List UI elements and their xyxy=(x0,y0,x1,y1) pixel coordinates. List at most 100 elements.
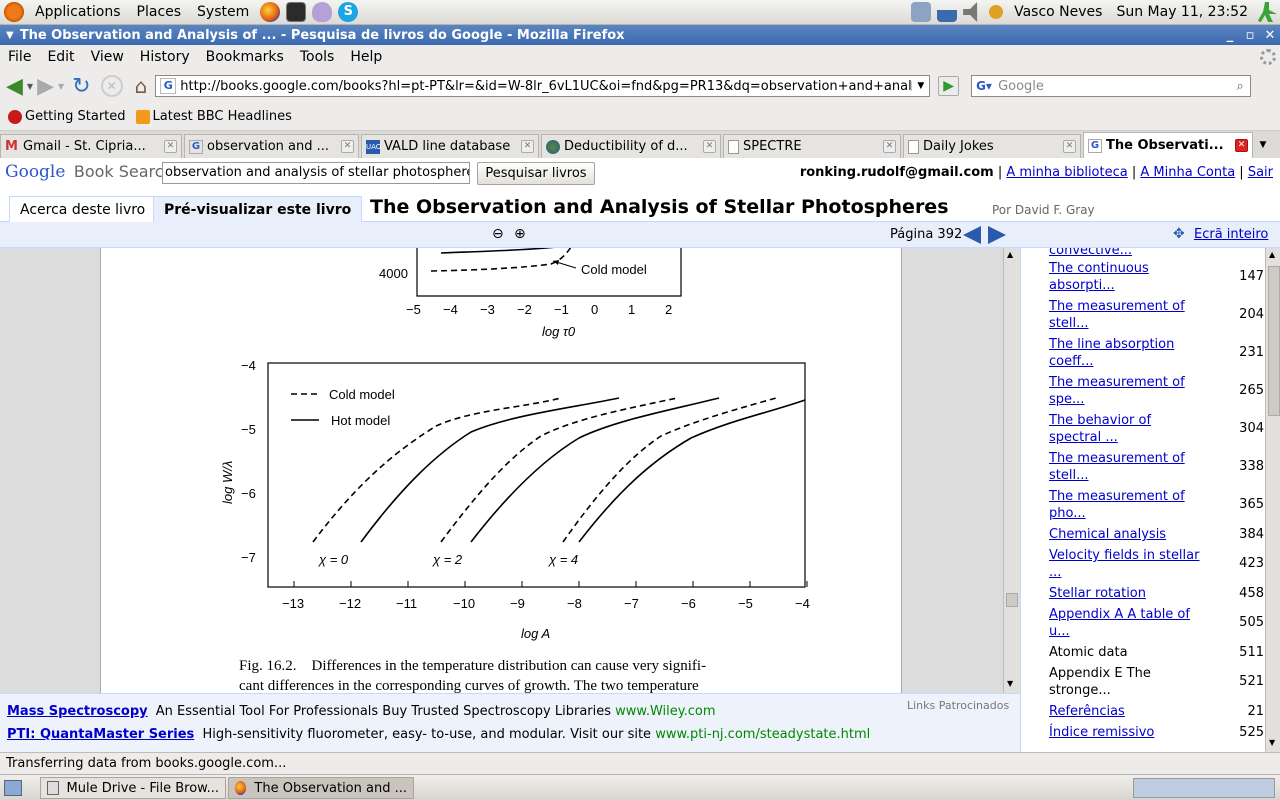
toc-entry-title[interactable]: Velocity fields in stellar ... xyxy=(1049,548,1200,580)
keys-icon[interactable] xyxy=(989,5,1004,19)
scroll-up-icon[interactable]: ▲ xyxy=(1007,250,1014,259)
tab-about-book[interactable]: Acerca deste livro xyxy=(9,196,157,222)
tab-preview-book[interactable]: Pré-visualizar este livro xyxy=(153,196,363,222)
toc-entry-title[interactable]: Appendix A A table of u... xyxy=(1049,607,1190,639)
toc-entry-title[interactable]: convective... xyxy=(1049,248,1132,258)
firefox-launcher-icon[interactable] xyxy=(260,2,281,22)
tab-gmail[interactable]: M Gmail - St. Cipria... ✕ xyxy=(0,134,182,158)
toc-entry[interactable]: The measurement of spe... 265 xyxy=(1049,374,1264,408)
bookmark-getting-started[interactable]: Getting Started xyxy=(25,109,126,124)
toc-entry-title[interactable]: The behavior of spectral ... xyxy=(1049,413,1152,445)
running-man-icon[interactable] xyxy=(1257,2,1277,22)
applications-menu[interactable]: Applications xyxy=(35,4,121,20)
search-bar[interactable]: G▾ Google ⌕ xyxy=(971,75,1252,97)
toc-entry[interactable]: Índice remissivo 525 xyxy=(1049,724,1264,741)
ad-1-url[interactable]: www.Wiley.com xyxy=(615,704,716,719)
book-page-viewer[interactable]: 4000 Cold model −5 −4 −3 −2 −1 0 1 2 log τ0 −4−… xyxy=(0,248,1020,693)
tab-observation-search[interactable]: G observation and ... ✕ xyxy=(184,134,359,158)
toc-entry-title[interactable]: The measurement of stell... xyxy=(1049,299,1185,331)
show-desktop-icon[interactable] xyxy=(4,780,22,796)
tab-list-icon[interactable]: ▼ xyxy=(1259,140,1267,150)
menu-file[interactable]: File xyxy=(8,49,32,65)
next-page-icon[interactable] xyxy=(988,226,1006,244)
toc-entry[interactable]: The measurement of pho... 365 xyxy=(1049,488,1264,522)
scroll-thumb[interactable] xyxy=(1006,593,1018,607)
fullscreen-icon[interactable]: ✥ xyxy=(1173,226,1185,242)
toc-scroll-up-icon[interactable]: ▲ xyxy=(1269,250,1276,259)
bookmark-bbc-headlines[interactable]: Latest BBC Headlines xyxy=(152,109,292,124)
tab-daily-jokes[interactable]: Daily Jokes ✕ xyxy=(903,134,1081,158)
ad-2-url[interactable]: www.pti-nj.com/steadystate.html xyxy=(655,727,871,742)
task-file-browser[interactable]: Mule Drive - File Brow... xyxy=(40,777,226,799)
pidgin-launcher-icon[interactable] xyxy=(312,2,333,22)
tab-close-icon[interactable]: ✕ xyxy=(521,140,534,153)
tab-close-icon[interactable]: ✕ xyxy=(883,140,896,153)
toc-entry[interactable]: Velocity fields in stellar ... 423 xyxy=(1049,547,1264,581)
tab-vald[interactable]: UAO VALD line database ✕ xyxy=(361,134,539,158)
my-library-link[interactable]: A minha biblioteca xyxy=(1006,165,1128,180)
task-firefox[interactable]: The Observation and ... xyxy=(228,777,414,799)
my-account-link[interactable]: A Minha Conta xyxy=(1140,165,1236,180)
google-books-logo[interactable]: Google Book Search xyxy=(5,162,174,182)
skype-launcher-icon[interactable]: S xyxy=(338,2,359,22)
search-input[interactable]: Google xyxy=(998,78,1044,94)
system-menu[interactable]: System xyxy=(197,4,250,20)
ad-1-title[interactable]: Mass Spectroscopy xyxy=(7,704,148,719)
signal-bars-icon[interactable] xyxy=(937,2,958,22)
toc-entry[interactable]: convective... xyxy=(1049,248,1264,259)
workspace-switcher-icon[interactable] xyxy=(1133,778,1275,798)
viewer-scrollbar[interactable]: ▲ ▼ xyxy=(1003,248,1020,693)
url-bar[interactable]: G http://books.google.com/books?hl=pt-PT… xyxy=(155,75,931,97)
prev-page-icon[interactable] xyxy=(963,226,981,244)
forward-history-icon[interactable]: ▼ xyxy=(58,81,65,91)
toc-entry-title[interactable]: Atomic data xyxy=(1049,645,1128,660)
terminal-launcher-icon[interactable] xyxy=(286,2,307,22)
menu-edit[interactable]: Edit xyxy=(47,49,75,65)
menu-tools[interactable]: Tools xyxy=(299,49,335,65)
volume-icon[interactable] xyxy=(963,2,978,22)
tab-close-icon[interactable]: ✕ xyxy=(1235,139,1248,152)
url-dropdown-icon[interactable]: ▼ xyxy=(911,81,929,91)
search-books-button[interactable]: Pesquisar livros xyxy=(477,162,595,185)
window-titlebar[interactable]: ▼ The Observation and Analysis of ... - … xyxy=(0,25,1280,45)
toc-entry[interactable]: Chemical analysis 384 xyxy=(1049,526,1264,543)
tab-close-icon[interactable]: ✕ xyxy=(1063,140,1076,153)
close-icon[interactable]: ✕ xyxy=(1264,27,1276,43)
toc-entry[interactable]: The line absorption coeff... 231 xyxy=(1049,336,1264,370)
toc-entry-title[interactable]: The continuous absorpti... xyxy=(1049,261,1149,293)
toc-entry-title[interactable]: Stellar rotation xyxy=(1049,586,1146,601)
toc-entry-title[interactable]: The line absorption coeff... xyxy=(1049,337,1175,369)
toc-scroll-down-icon[interactable]: ▼ xyxy=(1269,738,1276,747)
tab-close-icon[interactable]: ✕ xyxy=(703,140,716,153)
toc-entry-title[interactable]: Índice remissivo xyxy=(1049,725,1155,740)
toc-entry-title[interactable]: The measurement of stell... xyxy=(1049,451,1185,483)
network-manager-icon[interactable] xyxy=(911,2,932,22)
home-icon[interactable]: ⌂ xyxy=(134,74,148,98)
places-menu[interactable]: Places xyxy=(136,4,182,20)
toc-entry-title[interactable]: Referências xyxy=(1049,704,1125,719)
menu-bookmarks[interactable]: Bookmarks xyxy=(205,49,284,65)
toc-entry[interactable]: Appendix E The stronge... 521 xyxy=(1049,665,1264,699)
toc-entry[interactable]: The measurement of stell... 338 xyxy=(1049,450,1264,484)
toc-scrollbar[interactable]: ▲ ▼ xyxy=(1265,248,1280,752)
toc-entry[interactable]: Atomic data 511 xyxy=(1049,644,1264,661)
tab-deductibility[interactable]: Deductibility of d... ✕ xyxy=(541,134,721,158)
stop-icon[interactable]: ✕ xyxy=(100,75,123,97)
tab-close-icon[interactable]: ✕ xyxy=(341,140,354,153)
go-icon[interactable]: ▶ xyxy=(938,76,960,96)
toc-entry-title[interactable]: Appendix E The stronge... xyxy=(1049,666,1151,698)
tab-spectre[interactable]: SPECTRE ✕ xyxy=(723,134,901,158)
ad-2-title[interactable]: PTI: QuantaMaster Series xyxy=(7,727,195,742)
forward-icon[interactable]: ▶ xyxy=(37,73,54,99)
toc-entry-title[interactable]: The measurement of pho... xyxy=(1049,489,1185,521)
window-menu-icon[interactable]: ▼ xyxy=(6,29,14,41)
user-name[interactable]: Vasco Neves xyxy=(1014,4,1103,20)
tab-observation-book[interactable]: G The Observati... ✕ xyxy=(1083,132,1253,158)
zoom-in-icon[interactable]: ⊕ xyxy=(514,226,526,242)
toc-entry[interactable]: The measurement of stell... 204 xyxy=(1049,298,1264,332)
toc-entry-title[interactable]: Chemical analysis xyxy=(1049,527,1167,542)
search-icon[interactable]: ⌕ xyxy=(1236,78,1244,94)
sign-out-link[interactable]: Sair xyxy=(1247,165,1273,180)
fullscreen-link[interactable]: Ecrã inteiro xyxy=(1194,227,1269,242)
minimize-icon[interactable]: _ xyxy=(1226,27,1234,43)
